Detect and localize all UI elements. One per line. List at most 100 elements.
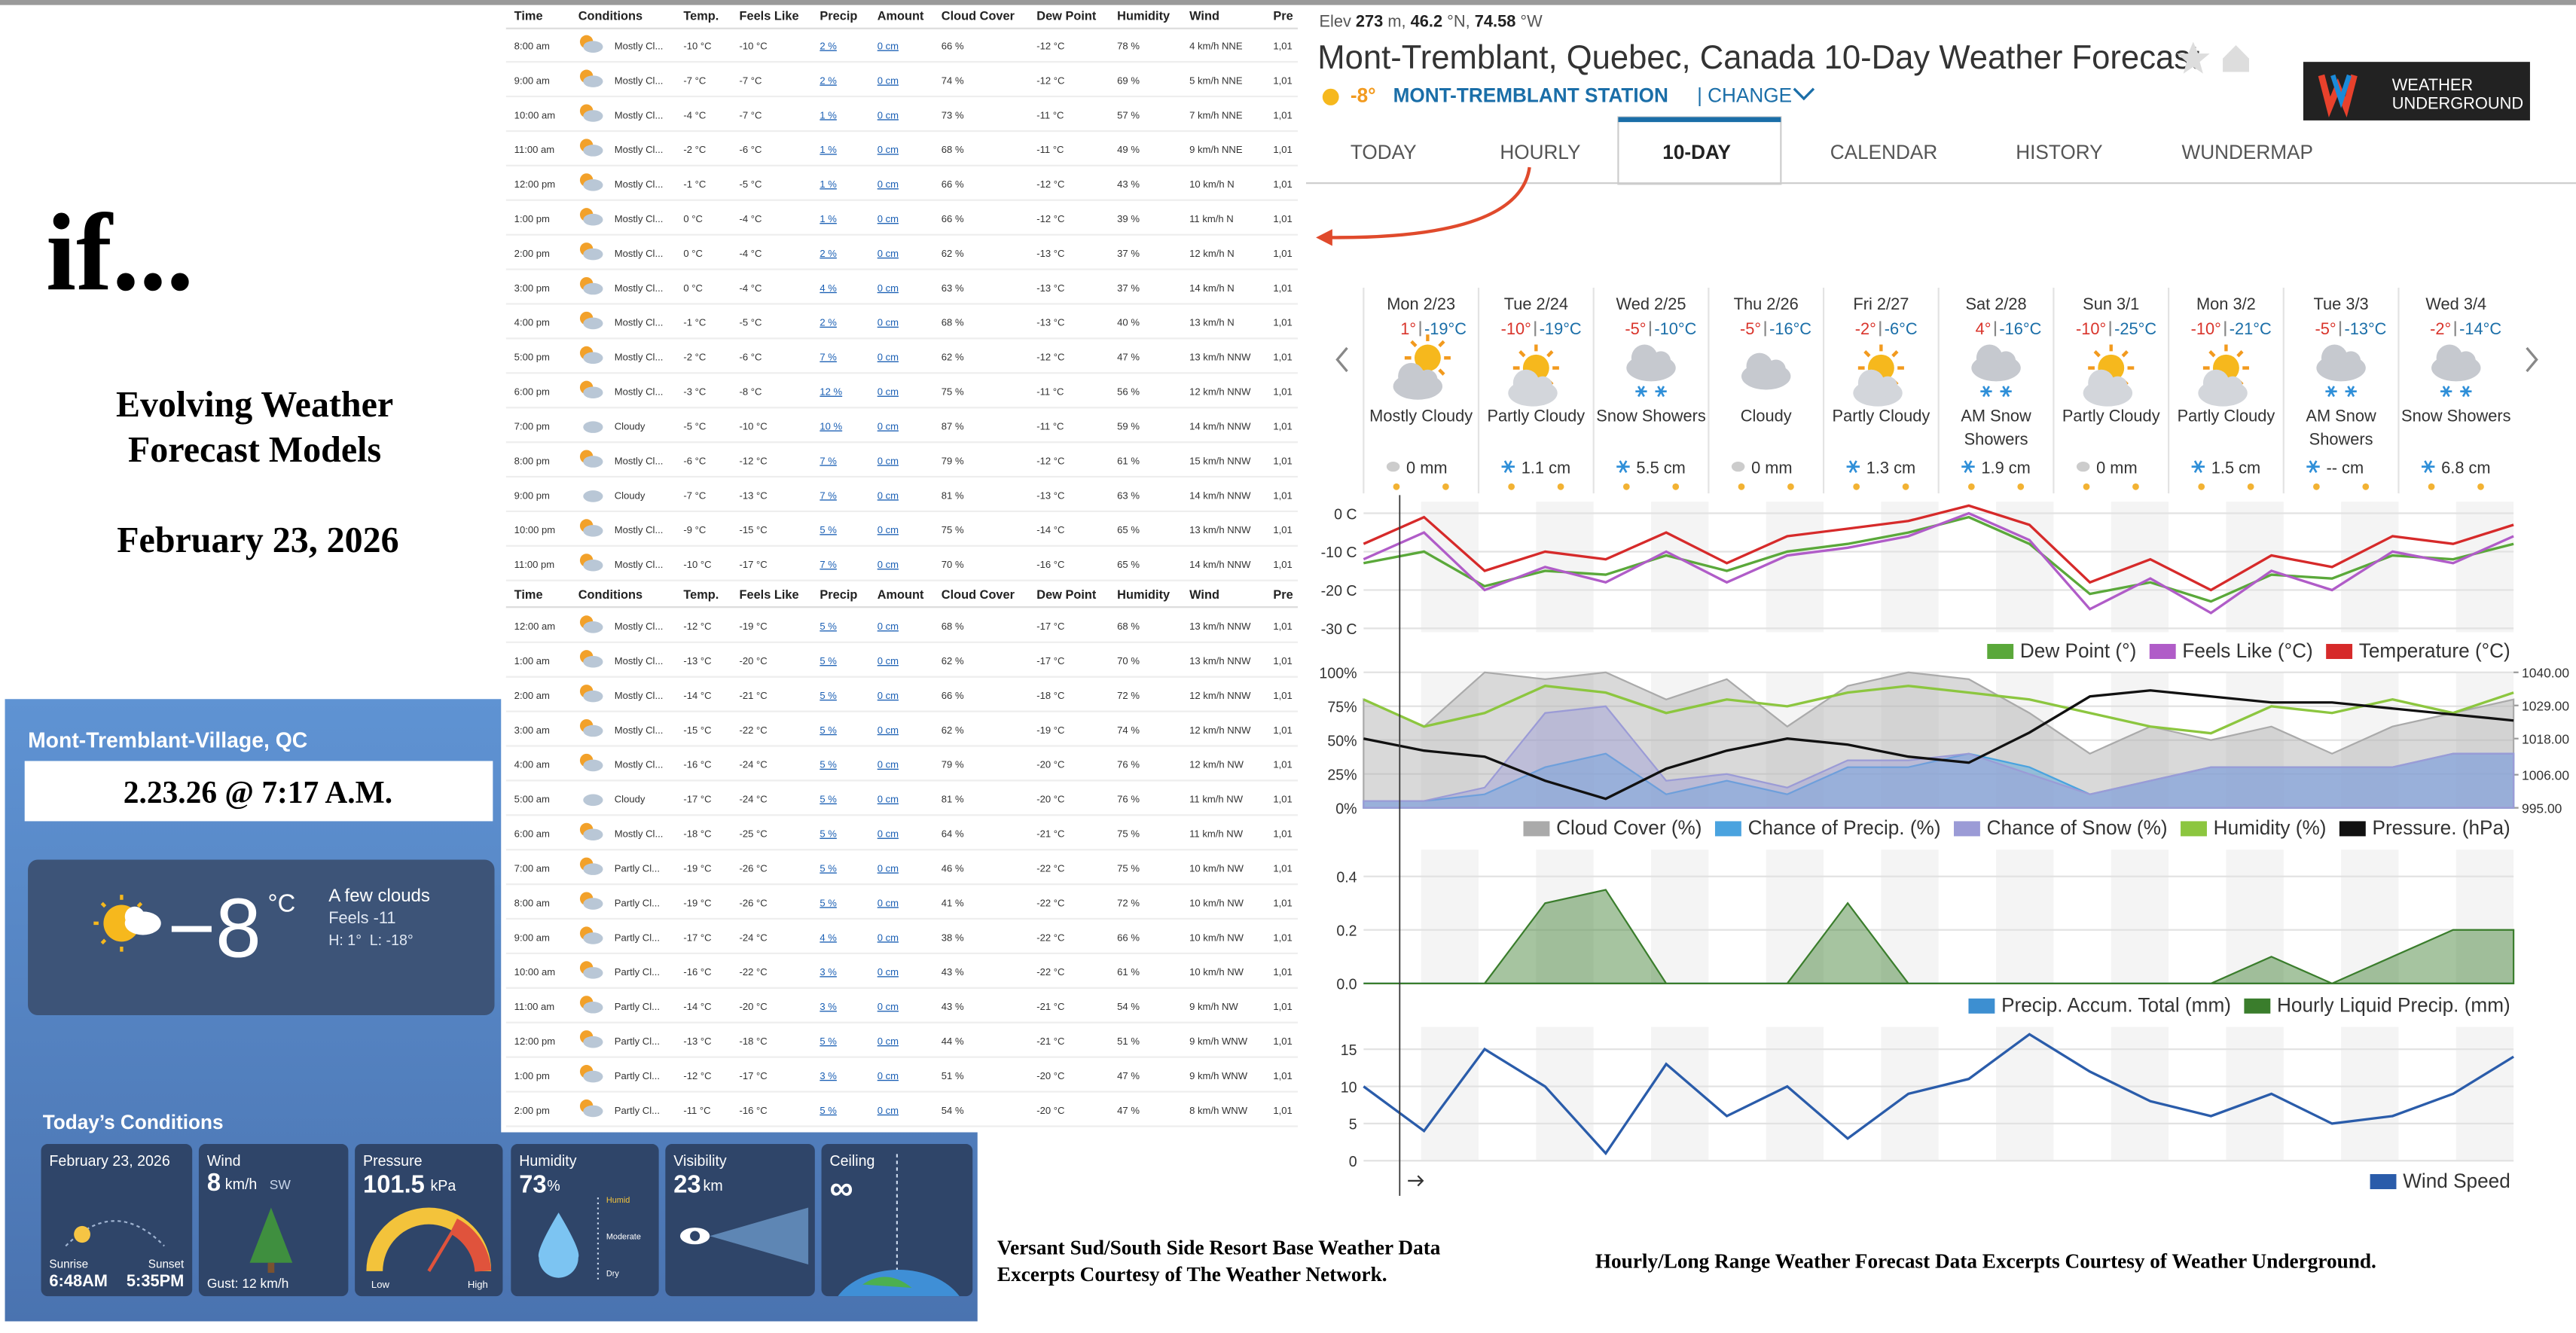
cell[interactable]: 5 % [819, 897, 837, 908]
change-link[interactable]: | CHANGE [1697, 84, 1792, 106]
cell[interactable]: 0 cm [877, 1070, 899, 1081]
favorite-star[interactable] [2176, 41, 2210, 74]
cell: 54 % [942, 1105, 964, 1116]
cell[interactable]: 3 % [819, 1001, 837, 1012]
cell[interactable]: 10 % [819, 420, 842, 432]
cell[interactable]: 0 cm [877, 248, 899, 259]
cell[interactable]: 12 % [819, 386, 842, 397]
cell[interactable]: 5 % [819, 759, 837, 770]
cloud [583, 386, 603, 399]
cell[interactable]: 0 cm [877, 724, 899, 736]
cell[interactable]: 3 % [819, 1070, 837, 1081]
cell[interactable]: 4 % [819, 282, 837, 294]
line [1363, 1033, 2514, 1156]
cell[interactable]: 1 % [819, 178, 837, 190]
cell[interactable]: 5 % [819, 862, 837, 874]
cell[interactable]: 5 % [819, 1105, 837, 1116]
cell[interactable]: 7 % [819, 455, 837, 466]
tab[interactable]: TODAY [1351, 141, 1417, 163]
cell[interactable]: 0 cm [877, 490, 899, 501]
cell[interactable]: 0 cm [877, 282, 899, 294]
cell[interactable]: 2 % [819, 317, 837, 328]
cell[interactable]: 5 % [819, 621, 837, 632]
legend-swatch [1714, 821, 1741, 837]
cell[interactable]: 5 % [819, 794, 837, 805]
cell[interactable]: 0 cm [877, 317, 899, 328]
cell[interactable]: 7 % [819, 352, 837, 363]
cell: -14 °C [1036, 524, 1065, 535]
cell[interactable]: 0 cm [877, 966, 899, 978]
chevron[interactable] [1793, 87, 1815, 101]
cell[interactable]: 0 cm [877, 386, 899, 397]
tab[interactable]: 10-DAY [1662, 141, 1731, 163]
cell[interactable]: 0 cm [877, 932, 899, 943]
cell[interactable]: 1 % [819, 213, 837, 224]
home-icon[interactable] [2223, 44, 2249, 72]
cell[interactable]: 7 % [819, 490, 837, 501]
cell: 68 % [942, 144, 964, 155]
cell[interactable]: 5 % [819, 828, 837, 839]
tab[interactable]: HOURLY [1500, 141, 1580, 163]
time-arrow [1408, 1175, 1424, 1187]
cell: Partly Cl... [615, 1105, 660, 1116]
cell[interactable]: 0 cm [877, 75, 899, 86]
cell: 12:00 am [514, 621, 556, 632]
cell: -4 °C [740, 248, 762, 259]
column-header: Conditions [578, 10, 642, 23]
cell: 1,01 [1273, 455, 1292, 466]
cell[interactable]: 2 % [819, 248, 837, 259]
tab[interactable]: CALENDAR [1830, 141, 1938, 163]
cell[interactable]: 2 % [819, 40, 837, 51]
cell[interactable]: 0 cm [877, 213, 899, 224]
cell[interactable]: 0 cm [877, 352, 899, 363]
cell[interactable]: 0 cm [877, 862, 899, 874]
cell: -4 °C [740, 213, 762, 224]
next-arrow[interactable] [2526, 346, 2538, 373]
column-header: Conditions [578, 588, 642, 602]
cell[interactable]: 0 cm [877, 559, 899, 570]
cell: 57 % [1117, 109, 1140, 120]
cell[interactable]: 0 cm [877, 144, 899, 155]
tab[interactable]: HISTORY [2016, 141, 2103, 163]
cell[interactable]: 1 % [819, 144, 837, 155]
cell[interactable]: 5 % [819, 690, 837, 701]
cell[interactable]: 1 % [819, 109, 837, 120]
cell[interactable]: 0 cm [877, 420, 899, 432]
cell[interactable]: 0 cm [877, 178, 899, 190]
cell[interactable]: 0 cm [877, 690, 899, 701]
tab[interactable]: WUNDERMAP [2182, 141, 2313, 163]
cell[interactable]: 0 cm [877, 524, 899, 535]
day-high: 1° [1400, 319, 1416, 338]
cell[interactable]: 5 % [819, 724, 837, 736]
cell[interactable]: 0 cm [877, 621, 899, 632]
cell: 78 % [1117, 40, 1140, 51]
column-header: Temp. [683, 10, 719, 23]
cell[interactable]: 5 % [819, 1036, 837, 1047]
cell[interactable]: 7 % [819, 559, 837, 570]
cell[interactable]: 0 cm [877, 897, 899, 908]
cell[interactable]: 2 % [819, 75, 837, 86]
cell[interactable]: 0 cm [877, 109, 899, 120]
day-marker [2313, 483, 2320, 490]
cell[interactable]: 4 % [819, 932, 837, 943]
cell[interactable]: 0 cm [877, 794, 899, 805]
cell: -6 °C [683, 455, 706, 466]
cell[interactable]: 0 cm [877, 655, 899, 666]
cell[interactable]: 0 cm [877, 828, 899, 839]
day-high: -5° [2315, 319, 2336, 338]
condition-icon [579, 892, 603, 910]
cell[interactable]: 0 cm [877, 1105, 899, 1116]
prev-arrow[interactable] [1335, 346, 1348, 373]
cell: 1,01 [1273, 1036, 1292, 1047]
cell[interactable]: 5 % [819, 524, 837, 535]
cell[interactable]: 5 % [819, 655, 837, 666]
cell: 9:00 pm [514, 490, 550, 501]
day-marker [2198, 483, 2205, 490]
cell[interactable]: 0 cm [877, 455, 899, 466]
cell[interactable]: 0 cm [877, 1001, 899, 1012]
cell[interactable]: 0 cm [877, 759, 899, 770]
cell: 79 % [942, 455, 964, 466]
cell[interactable]: 0 cm [877, 40, 899, 51]
cell[interactable]: 3 % [819, 966, 837, 978]
cell[interactable]: 0 cm [877, 1036, 899, 1047]
